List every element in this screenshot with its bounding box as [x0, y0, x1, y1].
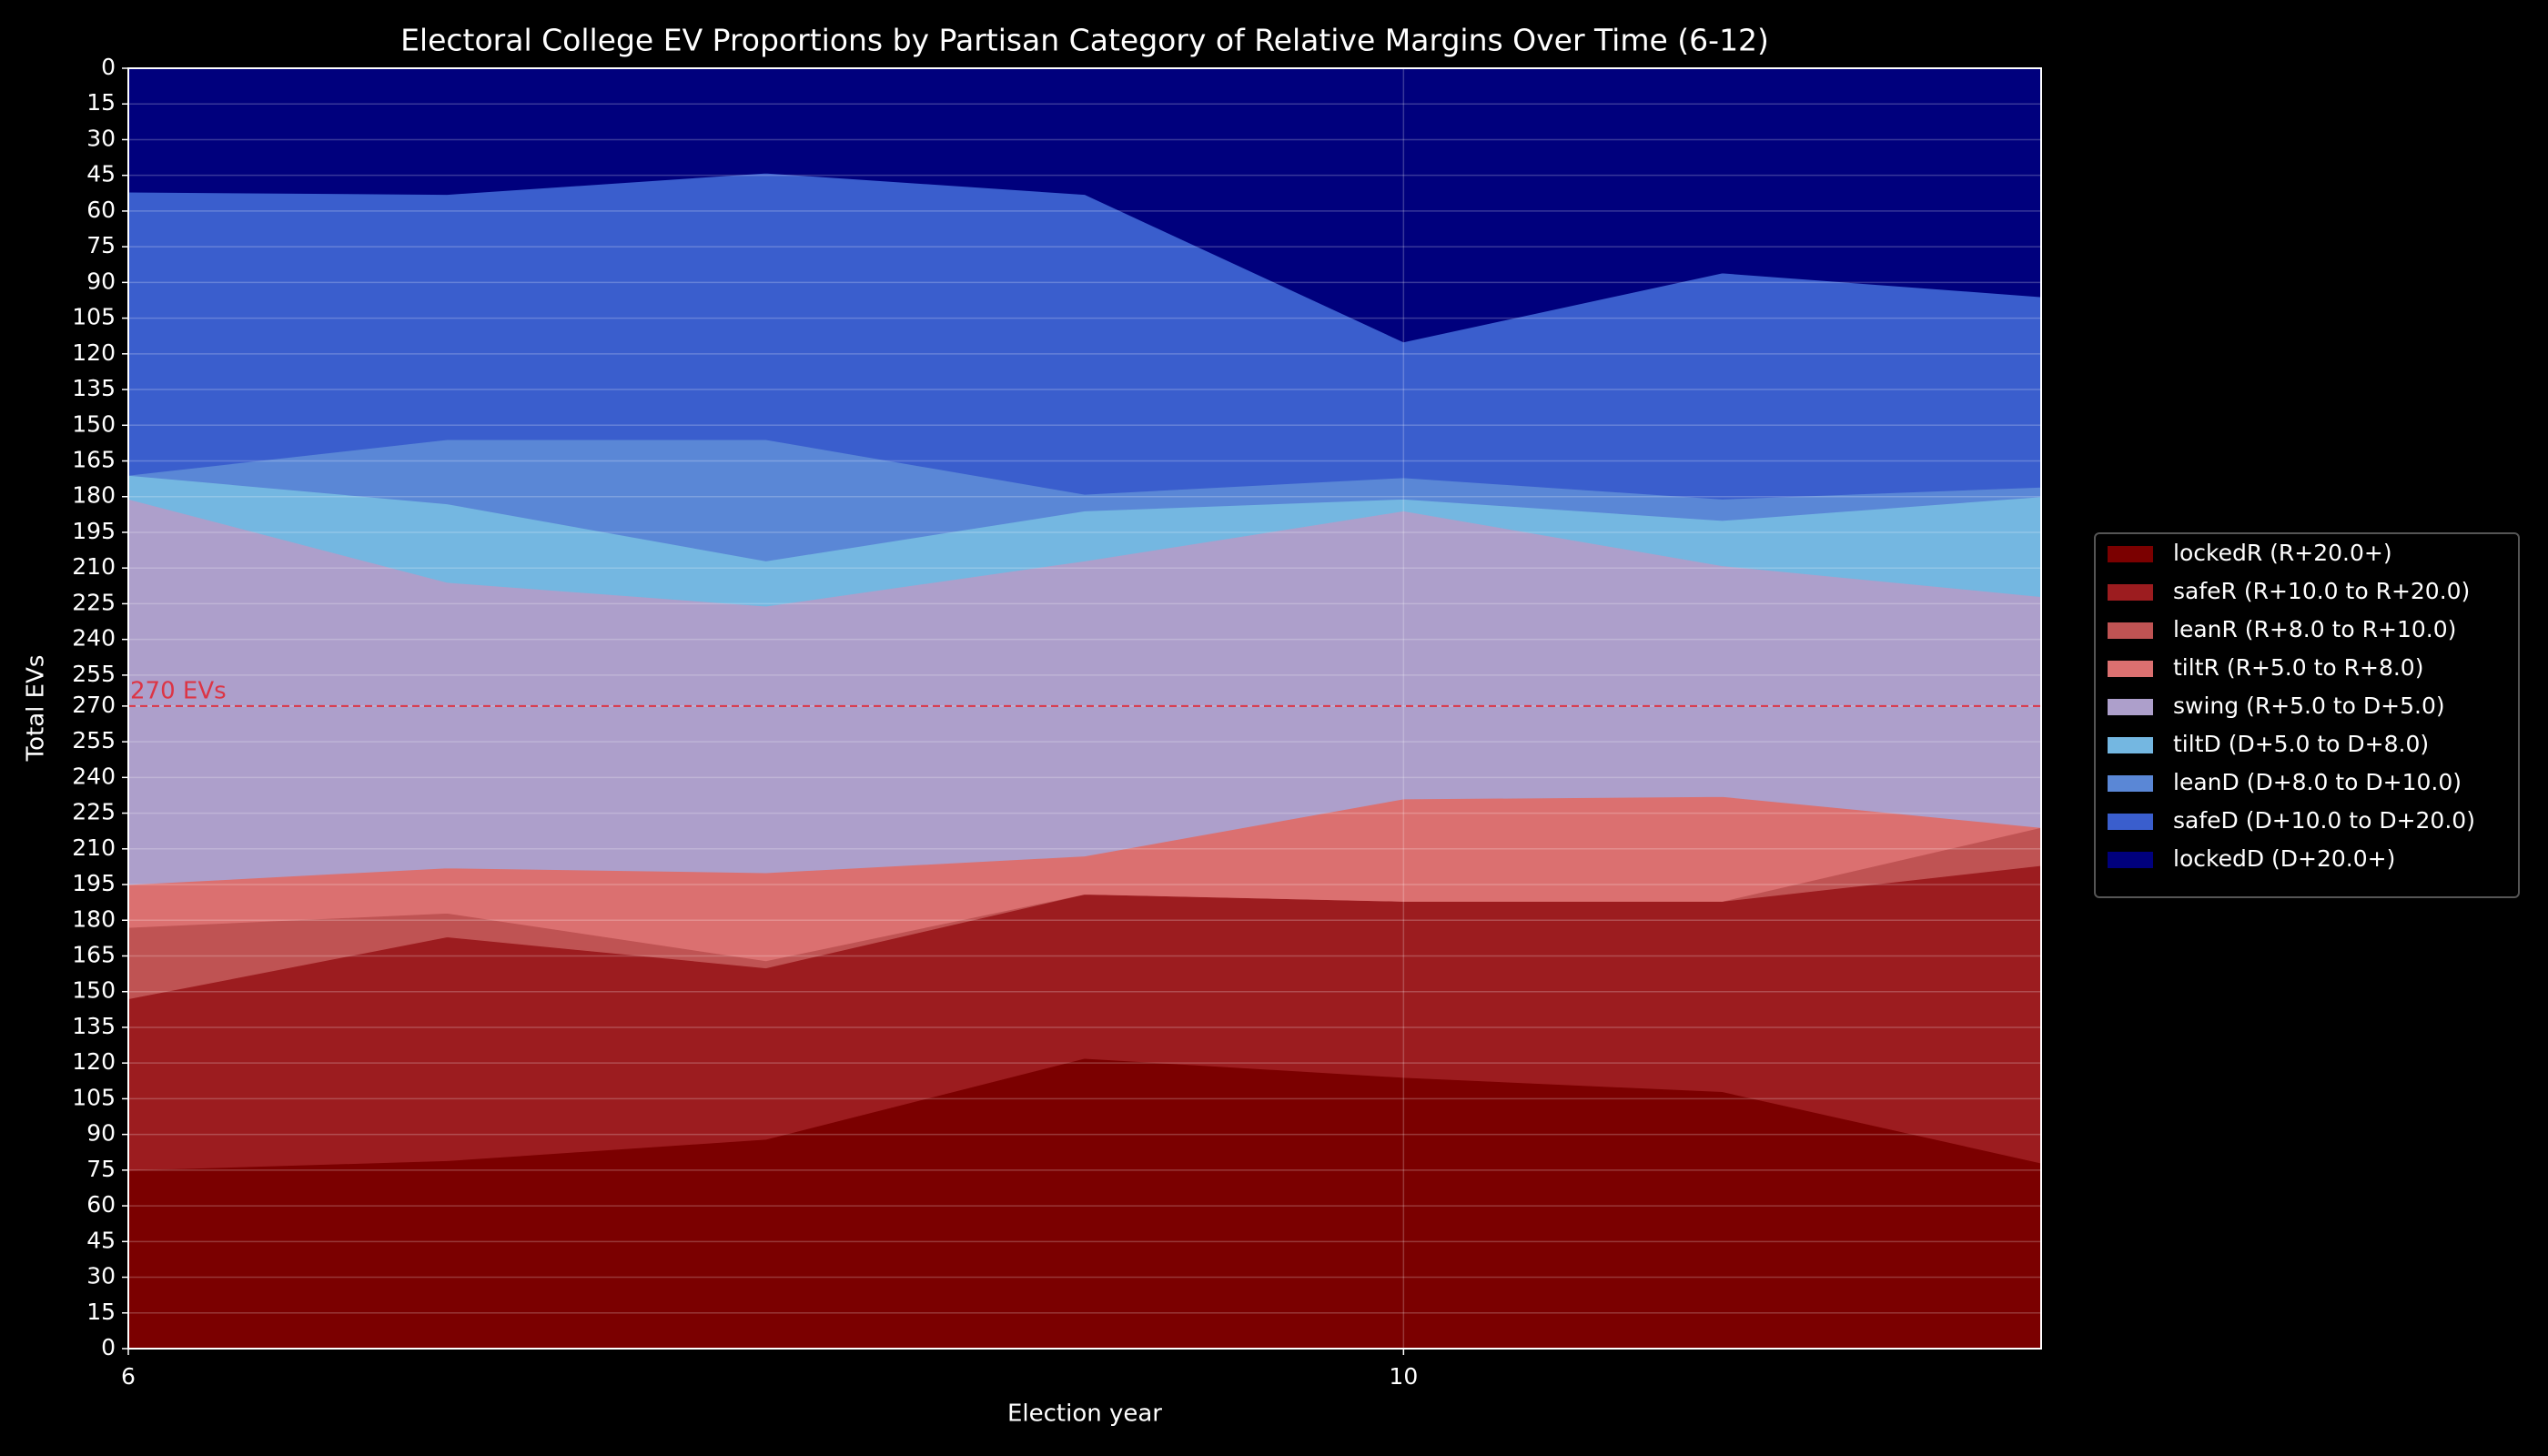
y-tick-label: 45: [86, 1227, 116, 1253]
y-tick-label: 150: [72, 977, 116, 1004]
y-tick-label: 15: [86, 89, 116, 116]
y-tick-label: 75: [86, 1156, 116, 1182]
legend-swatch: [2108, 546, 2153, 562]
y-tick-label: 180: [72, 905, 116, 932]
y-tick-label: 195: [72, 870, 116, 896]
legend-label: leanD (D+8.0 to D+10.0): [2173, 769, 2462, 795]
y-tick-label: 90: [86, 268, 116, 294]
y-tick-label: 255: [72, 661, 116, 687]
legend-swatch: [2108, 622, 2153, 639]
y-tick-label: 75: [86, 232, 116, 258]
legend-label: swing (R+5.0 to D+5.0): [2173, 693, 2445, 719]
y-tick-label: 45: [86, 161, 116, 187]
plot-frame: [127, 67, 2042, 1350]
legend-box: [2094, 532, 2520, 898]
legend-swatch: [2108, 852, 2153, 868]
legend-swatch: [2108, 814, 2153, 830]
legend-label: lockedR (R+20.0+): [2173, 540, 2392, 566]
y-tick-label: 210: [72, 834, 116, 861]
y-tick-label: 30: [86, 1263, 116, 1289]
legend-label: safeR (R+10.0 to R+20.0): [2173, 578, 2470, 604]
y-axis-label: Total EVs: [23, 655, 50, 763]
y-tick-label: 195: [72, 518, 116, 544]
y-tick-label: 0: [101, 54, 116, 80]
legend: lockedR (R+20.0+) safeR (R+10.0 to R+20.0…: [2094, 532, 2520, 898]
y-tick-label: 210: [72, 553, 116, 580]
legend-label: safeD (D+10.0 to D+20.0): [2173, 807, 2475, 834]
y-tick-label: 30: [86, 125, 116, 151]
legend-swatch: [2108, 699, 2153, 715]
y-tick-label: 225: [72, 589, 116, 615]
y-tick-label: 60: [86, 1191, 116, 1218]
y-tick-label: 60: [86, 197, 116, 223]
y-tick-label: 105: [72, 1084, 116, 1110]
y-tick-label: 120: [72, 1048, 116, 1075]
y-tick-label: 150: [72, 410, 116, 437]
y-tick-label: 180: [72, 482, 116, 509]
y-tick-label: 165: [72, 447, 116, 473]
y-tick-label: 135: [72, 1013, 116, 1039]
legend-swatch: [2108, 661, 2153, 677]
legend-swatch: [2108, 584, 2153, 601]
y-tick-label: 135: [72, 375, 116, 401]
y-tick-label: 90: [86, 1120, 116, 1147]
y-tick-label: 255: [72, 727, 116, 753]
y-tick-label: 165: [72, 941, 116, 967]
legend-label: lockedD (D+20.0+): [2173, 845, 2395, 872]
x-tick-label: 6: [121, 1363, 136, 1390]
x-tick-label: 10: [1389, 1363, 1418, 1390]
y-tick-label: 240: [72, 763, 116, 789]
x-axis-label: Election year: [1007, 1400, 1162, 1428]
y-tick-label: 225: [72, 799, 116, 825]
y-tick-label: 270: [72, 692, 116, 718]
y-tick-label: 105: [72, 304, 116, 330]
legend-label: leanR (R+8.0 to R+10.0): [2173, 616, 2456, 642]
legend-swatch: [2108, 775, 2153, 792]
y-tick-label: 240: [72, 625, 116, 652]
legend-swatch: [2108, 737, 2153, 753]
legend-label: tiltR (R+5.0 to R+8.0): [2173, 654, 2423, 681]
reference-label: 270 EVs: [130, 677, 227, 704]
chart-title: Electoral College EV Proportions by Part…: [400, 23, 1769, 58]
y-tick-label: 0: [101, 1334, 116, 1360]
y-tick-label: 15: [86, 1299, 116, 1325]
legend-label: tiltD (D+5.0 to D+8.0): [2173, 731, 2429, 757]
y-tick-label: 120: [72, 339, 116, 366]
